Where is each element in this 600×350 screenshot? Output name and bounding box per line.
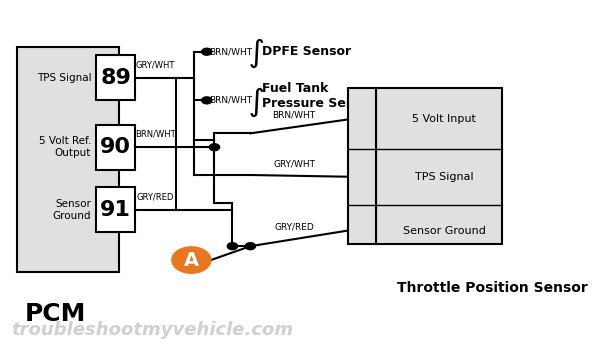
FancyBboxPatch shape <box>348 88 376 244</box>
Text: $\int$: $\int$ <box>250 84 266 117</box>
Text: BRN/WHT: BRN/WHT <box>135 130 176 139</box>
Text: BRN/WHT: BRN/WHT <box>209 47 253 56</box>
Text: GRY/RED: GRY/RED <box>137 192 174 201</box>
Text: GRY/WHT: GRY/WHT <box>273 160 315 169</box>
Text: Pressure Sensor: Pressure Sensor <box>262 97 377 110</box>
Text: 5 Volt Input: 5 Volt Input <box>412 114 476 125</box>
Text: Fuel Tank: Fuel Tank <box>262 82 329 95</box>
Text: TPS Signal: TPS Signal <box>37 73 91 83</box>
Text: GRY/RED: GRY/RED <box>274 222 314 231</box>
Text: PCM: PCM <box>25 302 86 326</box>
Text: 91: 91 <box>100 200 131 220</box>
FancyBboxPatch shape <box>97 125 135 170</box>
Text: BRN/WHT: BRN/WHT <box>209 96 253 105</box>
Circle shape <box>172 247 211 273</box>
Text: GRY/WHT: GRY/WHT <box>136 60 175 69</box>
FancyBboxPatch shape <box>97 187 135 232</box>
Circle shape <box>227 243 238 250</box>
Text: 89: 89 <box>100 68 131 88</box>
FancyBboxPatch shape <box>17 47 119 272</box>
Text: troubleshootmyvehicle.com: troubleshootmyvehicle.com <box>11 321 294 338</box>
Text: DPFE Sensor: DPFE Sensor <box>262 45 352 58</box>
Text: A: A <box>184 251 199 270</box>
Text: 90: 90 <box>100 137 131 157</box>
Circle shape <box>202 48 212 55</box>
Text: BRN/WHT: BRN/WHT <box>272 111 316 119</box>
Text: TPS Signal: TPS Signal <box>415 172 473 182</box>
Circle shape <box>202 97 212 104</box>
Text: 5 Volt Ref.
Output: 5 Volt Ref. Output <box>39 136 91 159</box>
FancyBboxPatch shape <box>97 55 135 100</box>
FancyBboxPatch shape <box>376 88 502 244</box>
Text: Sensor
Ground: Sensor Ground <box>53 198 91 221</box>
Text: $\int$: $\int$ <box>250 35 266 68</box>
Circle shape <box>209 144 220 151</box>
Circle shape <box>245 243 256 250</box>
Text: Sensor Ground: Sensor Ground <box>403 225 485 236</box>
Text: Throttle Position Sensor: Throttle Position Sensor <box>397 281 587 295</box>
